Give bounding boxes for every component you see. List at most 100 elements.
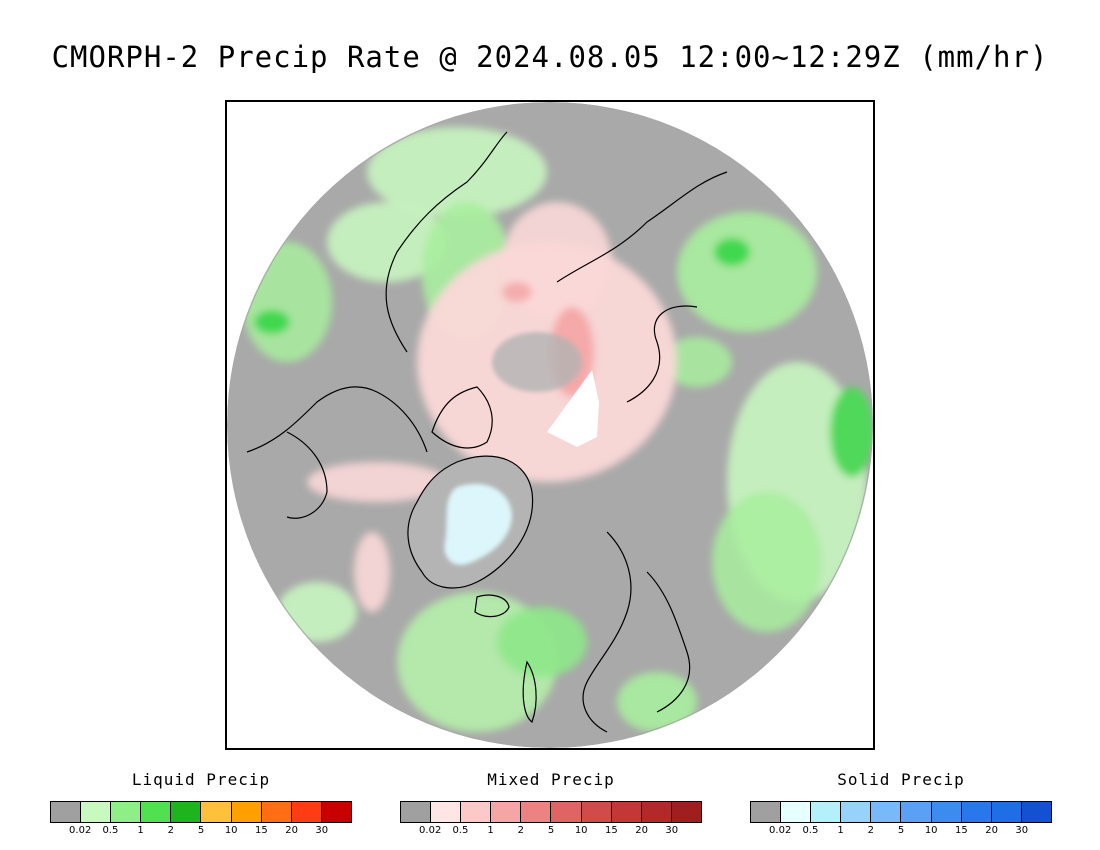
- map-title: CMORPH-2 Precip Rate @ 2024.08.05 12:00~…: [51, 40, 1049, 74]
- dry-swirl: [492, 332, 582, 392]
- legend-tick-label: 20: [285, 825, 298, 836]
- precip-patch: [502, 282, 532, 302]
- precip-patch: [254, 310, 290, 334]
- legend-swatch: [81, 802, 112, 822]
- legend-swatch: [551, 802, 582, 822]
- legend-swatch: [51, 802, 82, 822]
- solid-precip-area: [444, 483, 512, 565]
- legend-tick-label: 0.02: [769, 825, 792, 836]
- legend-tick-label: 2: [167, 825, 174, 836]
- legend-ticks: 0.02 0.5 1 2 5 10 15 20 30: [400, 825, 702, 839]
- legend-tick-label: 1: [487, 825, 494, 836]
- legend-tick-label: 20: [985, 825, 998, 836]
- legend-tick-label: 0.02: [419, 825, 442, 836]
- legend-swatch: [781, 802, 812, 822]
- legend-tick-label: 1: [137, 825, 144, 836]
- legend-swatch: [201, 802, 232, 822]
- coastline-iceland: [474, 594, 510, 618]
- legend-swatch: [901, 802, 932, 822]
- legend-swatch: [811, 802, 842, 822]
- coastline-russia-north: [626, 305, 698, 403]
- legend-tick-label: 15: [605, 825, 618, 836]
- coastline-greenland: [407, 455, 534, 589]
- legend-swatch: [521, 802, 552, 822]
- legend-swatch: [231, 802, 262, 822]
- legend-swatch: [751, 802, 782, 822]
- precip-map: [227, 102, 873, 748]
- precip-patch: [367, 127, 547, 217]
- legend-ticks: 0.02 0.5 1 2 5 10 15 20 30: [50, 825, 352, 839]
- legend-tick-label: 1: [837, 825, 844, 836]
- legend-tick-label: 2: [867, 825, 874, 836]
- coastline-europe: [646, 571, 691, 713]
- coastlines: [246, 131, 728, 733]
- legend-tick-label: 15: [255, 825, 268, 836]
- legend-swatch: [961, 802, 992, 822]
- coastline-archipelago: [431, 386, 493, 449]
- legend-swatch: [611, 802, 642, 822]
- legend-tick-label: 20: [635, 825, 648, 836]
- legend-swatch: [991, 802, 1022, 822]
- legend-tick-label: 5: [197, 825, 205, 836]
- map-disc: [227, 102, 873, 748]
- legend-tick-label: 10: [574, 825, 588, 836]
- map-disc-outline: [227, 102, 873, 748]
- legend-swatch: [261, 802, 292, 822]
- precip-patch: [277, 582, 357, 642]
- legend-colorbar: [750, 801, 1052, 823]
- legend-tick-label: 10: [924, 825, 938, 836]
- legend-tick-label: 0.5: [452, 825, 469, 836]
- precip-patch: [662, 337, 732, 387]
- legend-swatch: [401, 802, 432, 822]
- coastline-siberia: [556, 171, 728, 283]
- legend-swatch: [461, 802, 492, 822]
- legend-swatch: [931, 802, 962, 822]
- legend-ticks: 0.02 0.5 1 2 5 10 15 20 30: [750, 825, 1052, 839]
- legend-mixed: Mixed Precip 0.02 0.5 1 2 5 10 15 20 30: [400, 770, 702, 839]
- legend-swatch: [671, 802, 701, 822]
- precip-patch: [714, 238, 750, 266]
- polar-no-data-area: [547, 370, 599, 447]
- legend-swatch: [321, 802, 351, 822]
- legend-title: Liquid Precip: [131, 770, 271, 789]
- legend-tick-label: 0.5: [102, 825, 119, 836]
- map-frame: [225, 100, 875, 750]
- legend-title: Mixed Precip: [487, 770, 615, 789]
- legend-tick-label: 30: [315, 825, 329, 836]
- legend-tick-label: 30: [1015, 825, 1029, 836]
- legend-solid: Solid Precip 0.02 0.5 1 2 5 10 15 20 30: [750, 770, 1052, 839]
- precip-patch: [617, 672, 697, 732]
- legend-swatch: [841, 802, 872, 822]
- precip-patch: [307, 462, 447, 502]
- legend-tick-label: 10: [224, 825, 238, 836]
- precip-patch: [502, 202, 612, 322]
- legend-tick-label: 5: [897, 825, 905, 836]
- legend-swatch: [431, 802, 462, 822]
- coastline-hudson: [286, 431, 328, 519]
- legend-tick-label: 0.02: [69, 825, 92, 836]
- legend-swatch: [581, 802, 612, 822]
- legend-liquid: Liquid Precip 0.02 0.5 1 2 5 10 15 20 30: [50, 770, 352, 839]
- legend-tick-label: 5: [547, 825, 555, 836]
- legend-title: Solid Precip: [837, 770, 965, 789]
- coastline-scandinavia: [582, 531, 632, 733]
- coastline-britain: [522, 660, 537, 723]
- precip-patch: [497, 607, 587, 677]
- legend-colorbar: [50, 801, 352, 823]
- legend-swatch: [291, 802, 322, 822]
- precip-patch: [354, 532, 390, 612]
- precip-patch: [242, 242, 332, 362]
- legend-tick-label: 2: [517, 825, 524, 836]
- legend-swatch: [141, 802, 172, 822]
- precip-patch: [712, 492, 822, 632]
- legend-swatch: [871, 802, 902, 822]
- precip-patch: [830, 387, 873, 477]
- legend-swatch: [641, 802, 672, 822]
- legend-swatch: [111, 802, 142, 822]
- legend-colorbar: [400, 801, 702, 823]
- legend-tick-label: 15: [955, 825, 968, 836]
- legend-tick-label: 30: [665, 825, 679, 836]
- precip-patch: [677, 212, 817, 332]
- coastline-canada: [246, 386, 428, 453]
- precip-patch: [327, 202, 447, 282]
